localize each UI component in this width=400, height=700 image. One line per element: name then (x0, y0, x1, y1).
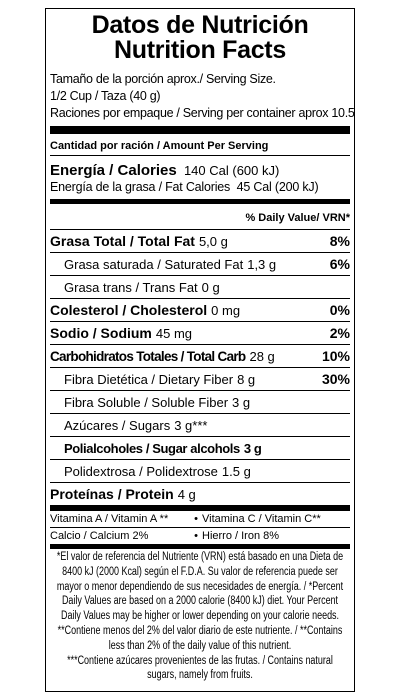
nutrient-label: Grasa Total / Total Fat (50, 233, 195, 249)
nutrient-label: Azúcares / Sugars (64, 417, 171, 433)
divider (50, 544, 350, 549)
nutrient-amount: 0 mg (211, 302, 241, 318)
nutrient-dv: 0% (329, 302, 350, 318)
footnote-line: mayor o menor dependiendo de sus necesid… (56, 580, 344, 593)
vitamin-text: Vitamina C / Vitamin C** (202, 513, 321, 525)
bullet: • (194, 530, 198, 542)
divider (50, 199, 350, 204)
footnote-line: Daily Values are based on a 2000 calorie… (61, 595, 339, 608)
nutrient-row: Fibra Dietética / Dietary Fiber 8 g 30% (50, 367, 350, 390)
nutrient-label: Carbohidratos Totales / Total Carb (50, 348, 246, 364)
nutrient-amount: 0 g (201, 279, 220, 295)
dv-header: % Daily Value/ VRN* (245, 212, 350, 224)
vitamin-row: Calcio / Calcium 2% • Hierro / Iron 8% (50, 527, 350, 544)
nutrition-label: Datos de Nutrición Nutrition Facts Tamañ… (45, 8, 355, 692)
nutrient-dv: 30% (321, 371, 350, 387)
nutrient-label: Fibra Soluble / Soluble Fiber (64, 394, 229, 410)
vitamin-text: Hierro / Iron 8% (202, 530, 280, 542)
nutrient-dv: 8% (329, 233, 350, 249)
energy-label: Energía / Calories (50, 162, 177, 179)
nutrient-amount: 1.5 g (221, 463, 251, 479)
nutrient-row: Azúcares / Sugars 3 g*** (50, 413, 350, 436)
nutrient-label: Grasa saturada / Saturated Fat (64, 256, 244, 272)
fat-energy-value: 45 Cal (200 kJ) (236, 180, 319, 194)
vitamin-text: Calcio / Calcium 2% (50, 530, 149, 542)
nutrient-dv: 10% (321, 348, 350, 364)
nutrient-dv: 2% (329, 325, 350, 341)
energy-value: 140 Cal (600 kJ) (183, 163, 280, 178)
nutrient-label: Proteínas / Protein (50, 486, 174, 502)
nutrient-amount: 3 g (232, 394, 251, 410)
title: Datos de Nutrición (91, 11, 309, 39)
footnote-line: *El valor de referencia del Nutriente (V… (56, 551, 344, 563)
nutrient-row: Polidextrosa / Polidextrose 1.5 g (50, 459, 350, 482)
footnotes: *El valor de referencia del Nutriente (V… (5, 550, 395, 683)
nutrient-row: Fibra Soluble / Soluble Fiber 3 g (50, 390, 350, 413)
footnote-line: 8400 kJ (2000 Kcal) según el F.D.A. Su v… (62, 565, 338, 578)
title: Nutrition Facts (114, 36, 286, 64)
nutrient-amount: 1,3 g (247, 256, 277, 272)
footnote-line: **Contiene menos del 2% del valor diario… (57, 624, 343, 637)
nutrient-amount: 8 g (237, 371, 256, 387)
nutrient-label: Colesterol / Cholesterol (50, 302, 208, 318)
footnote-line: Daily Values may be higher or lower depe… (60, 610, 340, 623)
footnote-line: ***Contiene azúcares provenientes de las… (67, 654, 333, 667)
nutrient-amount: 3 g*** (174, 417, 208, 433)
nutrient-row: Polialcoholes / Sugar alcohols 3 g (50, 436, 350, 459)
nutrient-amount: 3 g (243, 440, 262, 456)
nutrient-row: Grasa trans / Trans Fat 0 g (50, 275, 350, 298)
nutrient-label: Grasa trans / Trans Fat (64, 279, 198, 295)
nutrient-amount: 28 g (249, 348, 275, 364)
nutrient-row: Colesterol / Cholesterol 0 mg 0% (50, 298, 350, 321)
footnote-line: sugars, namely from fruits. (147, 669, 253, 682)
vitamin-text: Vitamina A / Vitamin A ** (50, 513, 169, 525)
fat-energy-row: Energía de la grasa / Fat Calories 45 Ca… (50, 179, 350, 196)
footnote-line: less than 2% of the daily value of this … (108, 639, 292, 652)
nutrient-label: Fibra Dietética / Dietary Fiber (64, 371, 234, 387)
nutrient-amount: 45 mg (155, 325, 193, 341)
nutrient-label: Sodio / Sodium (50, 325, 152, 341)
fat-energy-label: Energía de la grasa / Fat Calories (50, 180, 231, 194)
vitamin-row: Vitamina A / Vitamin A ** • Vitamina C / V… (50, 511, 350, 527)
nutrient-label: Polidextrosa / Polidextrose (64, 463, 218, 479)
nutrient-row: Grasa Total / Total Fat 5,0 g 8% (50, 229, 350, 252)
amount-header: Cantidad por ración / Amount Per Serving (50, 140, 269, 152)
nutrient-row: Sodio / Sodium 45 mg 2% (50, 321, 350, 344)
nutrient-amount: 4 g (177, 486, 196, 502)
bullet: • (194, 513, 198, 525)
nutrient-amount: 5,0 g (198, 233, 228, 249)
divider (50, 126, 350, 134)
nutrient-label: Polialcoholes / Sugar alcohols (64, 440, 240, 456)
divider (50, 505, 350, 511)
nutrient-row: Carbohidratos Totales / Total Carb 28 g 10… (50, 344, 350, 367)
nutrient-row: Grasa saturada / Saturated Fat 1,3 g 6% (50, 252, 350, 275)
nutrient-row: Proteínas / Protein 4 g (50, 482, 350, 505)
nutrient-dv: 6% (329, 256, 350, 272)
energy-row: Energía / Calories 140 Cal (600 kJ) (50, 155, 350, 179)
serving-text: 1/2 Cup / Taza (40 g) (50, 89, 161, 103)
serving-text: Raciones por empaque / Serving per conta… (50, 106, 355, 120)
serving-text: Tamaño de la porción aprox./ Serving Siz… (50, 72, 276, 86)
